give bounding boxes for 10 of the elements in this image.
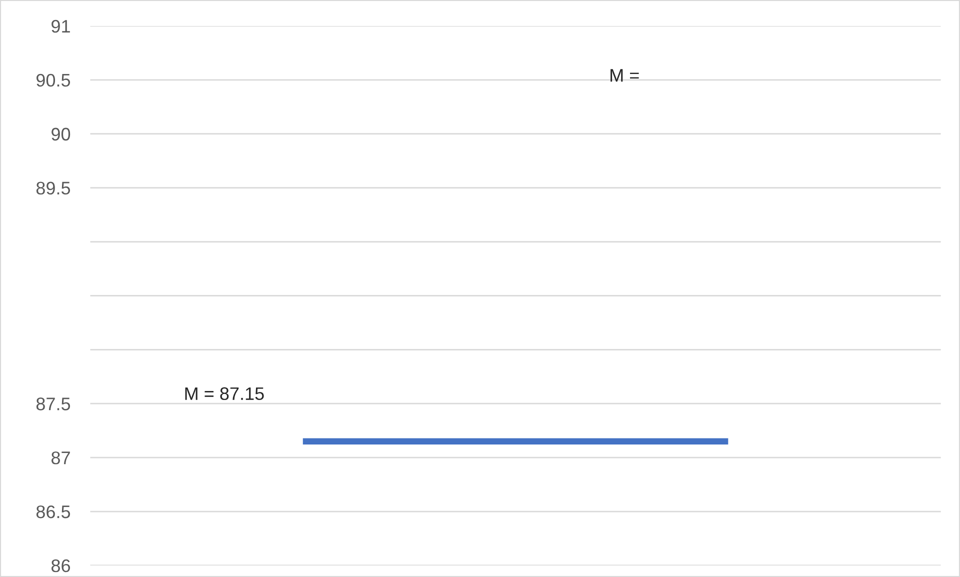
y-tick-label: 87.5 bbox=[36, 398, 70, 410]
y-tick-label: 89.5 bbox=[36, 182, 70, 195]
annotation: M = 87.15 bbox=[185, 387, 264, 400]
y-tick-label: 86 bbox=[52, 559, 70, 572]
y-tick-label: 91 bbox=[52, 20, 70, 33]
y-tick-label: 90.5 bbox=[36, 74, 70, 87]
y-tick-label: 90 bbox=[52, 128, 70, 141]
annotation: M = bbox=[610, 69, 639, 82]
y-tick-label: 87 bbox=[52, 451, 70, 464]
y-tick-label: 86.5 bbox=[36, 505, 70, 518]
